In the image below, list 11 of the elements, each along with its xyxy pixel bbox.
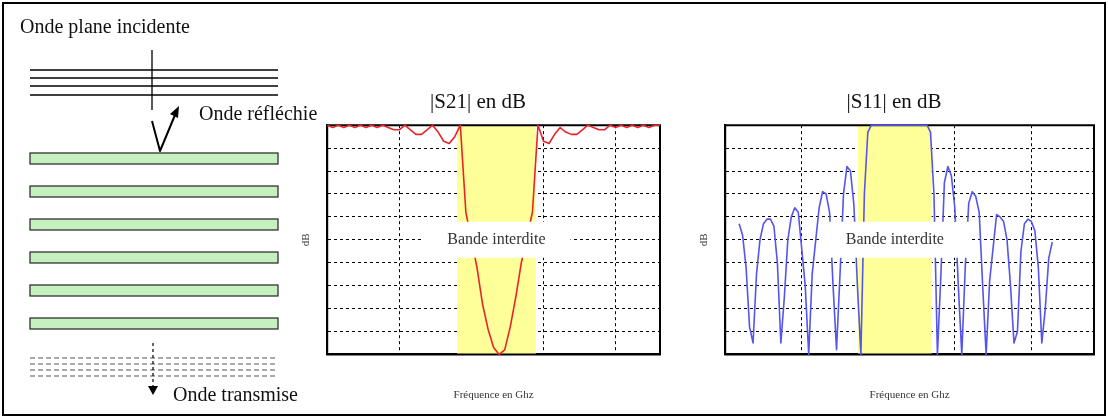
text: Onde réfléchie bbox=[199, 101, 318, 125]
annotation: Bande interdite bbox=[447, 230, 546, 247]
annotation: Bande interdite bbox=[845, 230, 944, 247]
x-axis-title: Fréquence en Ghz bbox=[869, 388, 950, 401]
y-axis-title: dB bbox=[299, 233, 312, 247]
x-axis-title: Fréquence en Ghz bbox=[453, 388, 534, 401]
chart-title: |S21| en dB bbox=[430, 89, 526, 114]
chart-title: |S11| en dB bbox=[846, 89, 942, 114]
y-axis-title: dB bbox=[697, 233, 710, 247]
text: Onde plane incidente bbox=[20, 14, 190, 38]
text: Onde transmise bbox=[173, 382, 298, 406]
